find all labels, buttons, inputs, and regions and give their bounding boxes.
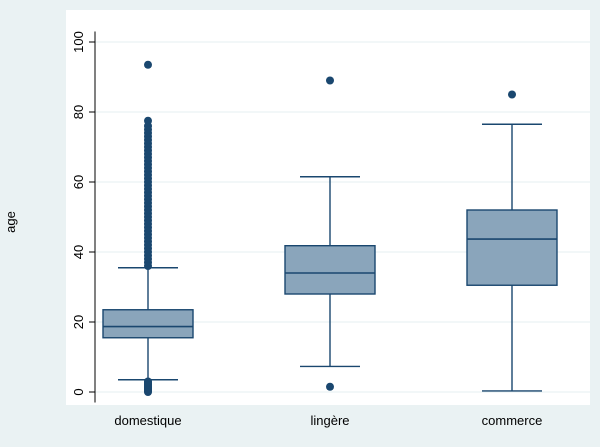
box-group-1 (102, 60, 194, 396)
outlier-point (326, 76, 334, 85)
x-tick-label: commerce (482, 413, 543, 428)
plot-area-background (66, 10, 590, 405)
x-axis-labels: domestique lingère commerce (114, 413, 542, 428)
x-tick-label: domestique (114, 413, 181, 428)
y-tick-label: 100 (71, 31, 86, 53)
outlier-point (144, 377, 152, 386)
outlier-point (326, 382, 334, 391)
y-axis-title: age (3, 211, 18, 233)
y-tick-label: 40 (71, 245, 86, 259)
y-axis: 0 20 40 60 80 100 (71, 31, 96, 403)
boxes (102, 60, 558, 396)
iqr-box (284, 244, 376, 295)
y-tick-label: 0 (71, 388, 86, 395)
y-tick-label: 20 (71, 315, 86, 329)
outlier-point (508, 90, 516, 99)
x-tick-label: lingère (310, 413, 349, 428)
iqr-box (102, 309, 194, 339)
y-tick-label: 80 (71, 105, 86, 119)
box-group-2 (284, 76, 376, 391)
box-group-3 (466, 90, 558, 392)
outlier-point (144, 60, 152, 69)
outlier-point (144, 116, 152, 125)
iqr-box (466, 209, 558, 286)
y-tick-label: 60 (71, 175, 86, 189)
